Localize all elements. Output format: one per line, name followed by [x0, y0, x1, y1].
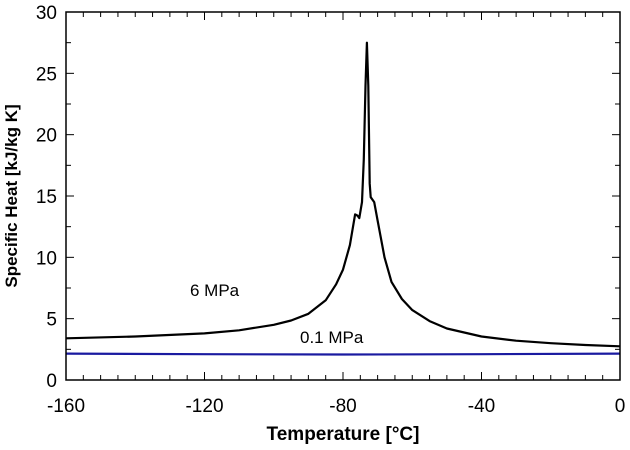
x-tick-label: -120	[185, 396, 223, 417]
y-tick-label: 25	[36, 64, 57, 85]
y-axis-label: Specific Heat [kJ/kg K]	[2, 104, 21, 287]
y-tick-label: 0	[46, 371, 57, 392]
y-tick-label: 20	[36, 126, 57, 147]
y-tick-label: 5	[46, 310, 57, 331]
x-tick-label: -40	[468, 396, 495, 417]
x-tick-label: 0	[615, 396, 626, 417]
x-tick-label: -160	[47, 396, 85, 417]
series-label-6mpa: 6 MPa	[190, 281, 240, 300]
y-tick-label: 15	[36, 187, 57, 208]
series-line-1	[65, 352, 621, 356]
series-line-0	[65, 41, 621, 348]
series-label-0-1mpa: 0.1 MPa	[300, 328, 364, 347]
plot-frame	[65, 11, 621, 381]
y-tick-label: 10	[36, 248, 57, 269]
x-axis-label: Temperature [°C]	[267, 424, 420, 445]
y-tick-label: 30	[36, 3, 57, 24]
x-tick-label: -80	[329, 396, 356, 417]
